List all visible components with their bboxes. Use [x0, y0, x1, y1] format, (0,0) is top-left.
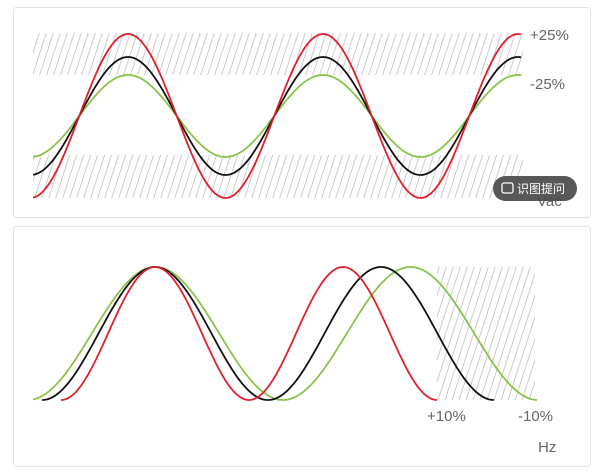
frequency-wave: [60, 266, 438, 401]
tolerance-band: [33, 33, 523, 75]
button-icon: [501, 182, 514, 194]
tolerance-band: [437, 267, 535, 400]
lower-voltage-label: -25%: [530, 76, 565, 93]
button-bg[interactable]: [493, 176, 577, 201]
overlay-button[interactable]: 识图提问: [493, 176, 577, 201]
frequency-axis-label: Hz: [538, 439, 556, 456]
button-label[interactable]: 识图提问: [517, 181, 565, 196]
frequency-wave: [41, 266, 495, 401]
upper-frequency-label: +10%: [427, 408, 466, 425]
tolerance-band: [33, 155, 523, 198]
upper-voltage-label: +25%: [530, 27, 569, 44]
voltage-wave: [32, 33, 522, 199]
lower-frequency-label: -10%: [518, 408, 553, 425]
frequency-wave: [32, 266, 538, 401]
